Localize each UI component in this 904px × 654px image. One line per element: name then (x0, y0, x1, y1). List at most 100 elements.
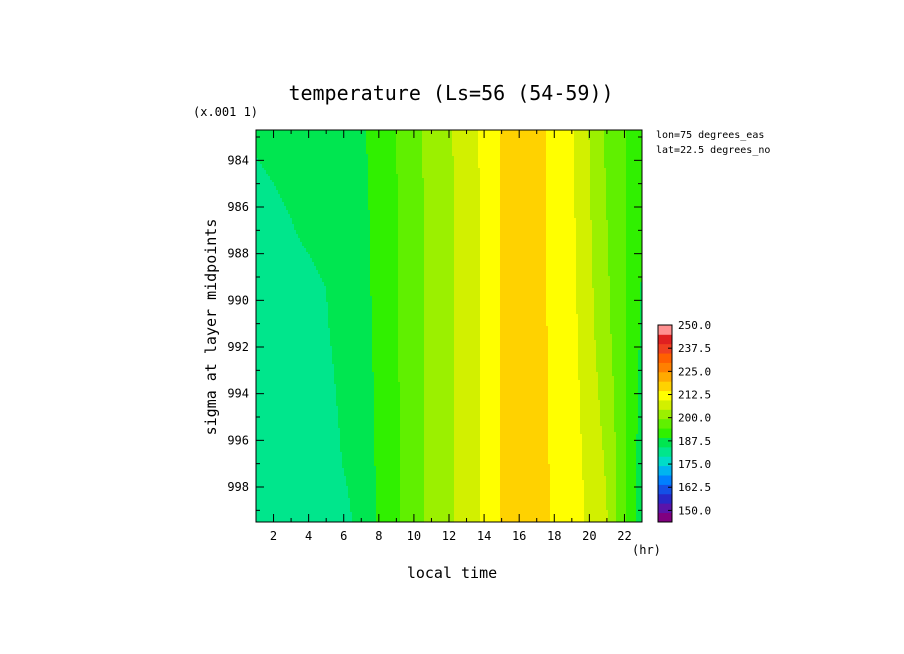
contour-cell (332, 350, 372, 353)
contour-cell (574, 180, 590, 183)
contour-cell (500, 318, 546, 321)
contour-cell (480, 200, 500, 203)
contour-cell (400, 514, 424, 517)
contour-cell (594, 334, 612, 337)
contour-cell (548, 458, 582, 461)
contour-cell (398, 378, 424, 381)
contour-cell (598, 374, 612, 377)
contour-cell (598, 384, 614, 387)
contour-cell (332, 348, 372, 351)
contour-cell (368, 194, 398, 197)
contour-cell (480, 426, 500, 429)
contour-cell (256, 500, 350, 503)
contour-cell (500, 502, 550, 505)
contour-cell (340, 446, 374, 449)
contour-cell (398, 368, 424, 371)
contour-cell (326, 298, 372, 301)
contour-cell (610, 280, 626, 283)
contour-cell (500, 518, 550, 521)
contour-cell (398, 356, 424, 359)
contour-cell (298, 236, 370, 239)
contour-cell (398, 314, 424, 317)
contour-cell (396, 150, 422, 153)
contour-cell (424, 462, 454, 465)
contour-cell (368, 156, 396, 159)
contour-cell (546, 298, 576, 301)
contour-cell (398, 174, 422, 177)
contour-cell (638, 364, 642, 367)
contour-cell (588, 138, 604, 141)
contour-cell (368, 198, 398, 201)
contour-cell (546, 180, 574, 183)
contour-cell (500, 200, 546, 203)
contour-cell (424, 330, 454, 333)
contour-cell (256, 276, 320, 279)
contour-cell (366, 136, 396, 139)
contour-cell (370, 280, 398, 283)
contour-cell (480, 336, 500, 339)
contour-cell (582, 452, 604, 455)
contour-cell (320, 276, 370, 279)
contour-cell (256, 296, 326, 299)
contour-cell (454, 296, 480, 299)
contour-cell (452, 136, 478, 139)
contour-cell (284, 204, 368, 207)
contour-cell (368, 204, 398, 207)
contour-cell (584, 490, 606, 493)
contour-cell (376, 502, 400, 505)
contour-cell (590, 188, 606, 191)
contour-cell (626, 196, 642, 199)
contour-cell (256, 196, 280, 199)
contour-cell (594, 320, 610, 323)
contour-cell (612, 336, 626, 339)
contour-cell (326, 290, 370, 293)
contour-cell (480, 504, 500, 507)
contour-cell (626, 462, 636, 465)
contour-cell (256, 482, 346, 485)
contour-cell (480, 278, 500, 281)
contour-cell (424, 288, 454, 291)
contour-cell (548, 450, 582, 453)
contour-cell (500, 350, 548, 353)
contour-cell (374, 432, 400, 435)
contour-cell (546, 240, 576, 243)
contour-cell (546, 258, 576, 261)
contour-cell (370, 224, 398, 227)
contour-cell (256, 192, 278, 195)
contour-cell (616, 500, 626, 503)
contour-cell (400, 384, 424, 387)
contour-cell (638, 388, 642, 391)
contour-cell (582, 464, 604, 467)
contour-cell (398, 294, 424, 297)
contour-cell (332, 354, 372, 357)
contour-cell (636, 464, 642, 467)
contour-cell (322, 278, 370, 281)
contour-cell (584, 502, 606, 505)
contour-cell (424, 204, 454, 207)
contour-cell (424, 296, 454, 299)
contour-cell (454, 310, 480, 313)
contour-cell (626, 480, 636, 483)
contour-cell (576, 244, 592, 247)
contour-cell (580, 412, 600, 415)
contour-cell (616, 516, 626, 519)
contour-cell (256, 426, 338, 429)
contour-cell (372, 324, 398, 327)
contour-cell (480, 510, 500, 513)
contour-cell (546, 322, 578, 325)
contour-cell (256, 506, 350, 509)
contour-cell (614, 418, 626, 421)
contour-cell (626, 228, 642, 231)
contour-cell (400, 416, 424, 419)
contour-cell (576, 242, 592, 245)
contour-cell (370, 260, 398, 263)
contour-cell (480, 388, 500, 391)
contour-cell (480, 232, 500, 235)
contour-cell (480, 316, 500, 319)
contour-cell (454, 494, 480, 497)
contour-cell (626, 232, 642, 235)
contour-cell (256, 150, 366, 153)
contour-cell (626, 290, 640, 293)
contour-cell (616, 490, 626, 493)
contour-cell (614, 386, 626, 389)
